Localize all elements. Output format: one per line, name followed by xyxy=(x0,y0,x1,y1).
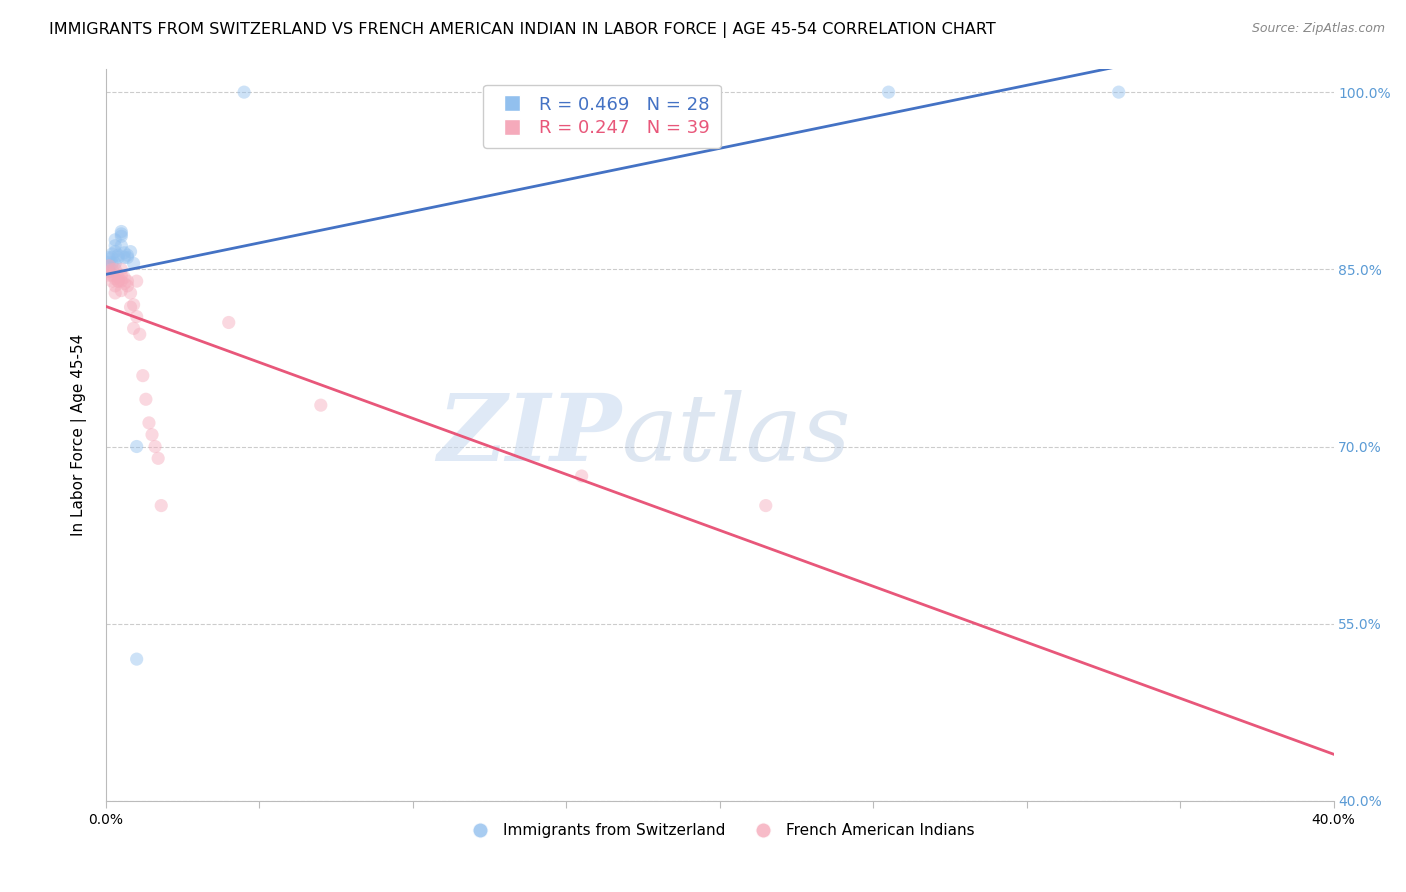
Point xyxy=(117,274,139,288)
Point xyxy=(110,274,132,288)
Point xyxy=(101,262,124,277)
Point xyxy=(104,233,127,247)
Point xyxy=(125,652,148,666)
Point xyxy=(98,251,121,265)
Point xyxy=(112,277,135,291)
Point xyxy=(143,440,166,454)
Point xyxy=(122,298,145,312)
Point xyxy=(146,451,169,466)
Point xyxy=(101,256,124,270)
Point xyxy=(755,499,778,513)
Point xyxy=(104,238,127,252)
Point xyxy=(98,260,121,274)
Point xyxy=(104,256,127,270)
Point xyxy=(117,248,139,262)
Point xyxy=(101,274,124,288)
Point xyxy=(141,427,163,442)
Point xyxy=(120,300,142,314)
Point xyxy=(117,278,139,293)
Point xyxy=(104,262,127,277)
Point xyxy=(98,265,121,279)
Point xyxy=(138,416,160,430)
Point xyxy=(110,262,132,277)
Point xyxy=(98,259,121,273)
Point xyxy=(110,227,132,241)
Point xyxy=(110,238,132,252)
Point xyxy=(98,265,121,279)
Point xyxy=(104,244,127,259)
Point xyxy=(104,278,127,293)
Point xyxy=(104,285,127,300)
Point xyxy=(110,268,132,283)
Point xyxy=(101,251,124,265)
Legend: Immigrants from Switzerland, French American Indians: Immigrants from Switzerland, French Amer… xyxy=(458,817,981,845)
Point xyxy=(218,316,240,330)
Y-axis label: In Labor Force | Age 45-54: In Labor Force | Age 45-54 xyxy=(72,334,87,536)
Point xyxy=(110,225,132,239)
Point xyxy=(877,85,900,99)
Point xyxy=(101,268,124,283)
Point xyxy=(233,85,256,99)
Point xyxy=(112,251,135,265)
Point xyxy=(135,392,157,407)
Point xyxy=(150,499,173,513)
Point xyxy=(107,251,129,265)
Point xyxy=(132,368,155,383)
Point xyxy=(98,255,121,269)
Point xyxy=(110,229,132,244)
Point xyxy=(104,272,127,286)
Point xyxy=(309,398,332,412)
Point xyxy=(107,248,129,262)
Point xyxy=(125,274,148,288)
Point xyxy=(107,270,129,285)
Point xyxy=(122,256,145,270)
Point xyxy=(107,274,129,288)
Point xyxy=(125,310,148,324)
Point xyxy=(128,327,150,342)
Text: ZIP: ZIP xyxy=(437,390,621,480)
Text: Source: ZipAtlas.com: Source: ZipAtlas.com xyxy=(1251,22,1385,36)
Point xyxy=(1108,85,1130,99)
Point xyxy=(98,268,121,283)
Point xyxy=(122,321,145,335)
Text: atlas: atlas xyxy=(621,390,851,480)
Point xyxy=(112,270,135,285)
Point xyxy=(120,244,142,259)
Point xyxy=(117,251,139,265)
Point xyxy=(110,284,132,298)
Point xyxy=(571,469,593,483)
Text: IMMIGRANTS FROM SWITZERLAND VS FRENCH AMERICAN INDIAN IN LABOR FORCE | AGE 45-54: IMMIGRANTS FROM SWITZERLAND VS FRENCH AM… xyxy=(49,22,995,38)
Point xyxy=(120,285,142,300)
Point xyxy=(107,274,129,288)
Point xyxy=(112,245,135,260)
Point xyxy=(101,247,124,261)
Point xyxy=(125,440,148,454)
